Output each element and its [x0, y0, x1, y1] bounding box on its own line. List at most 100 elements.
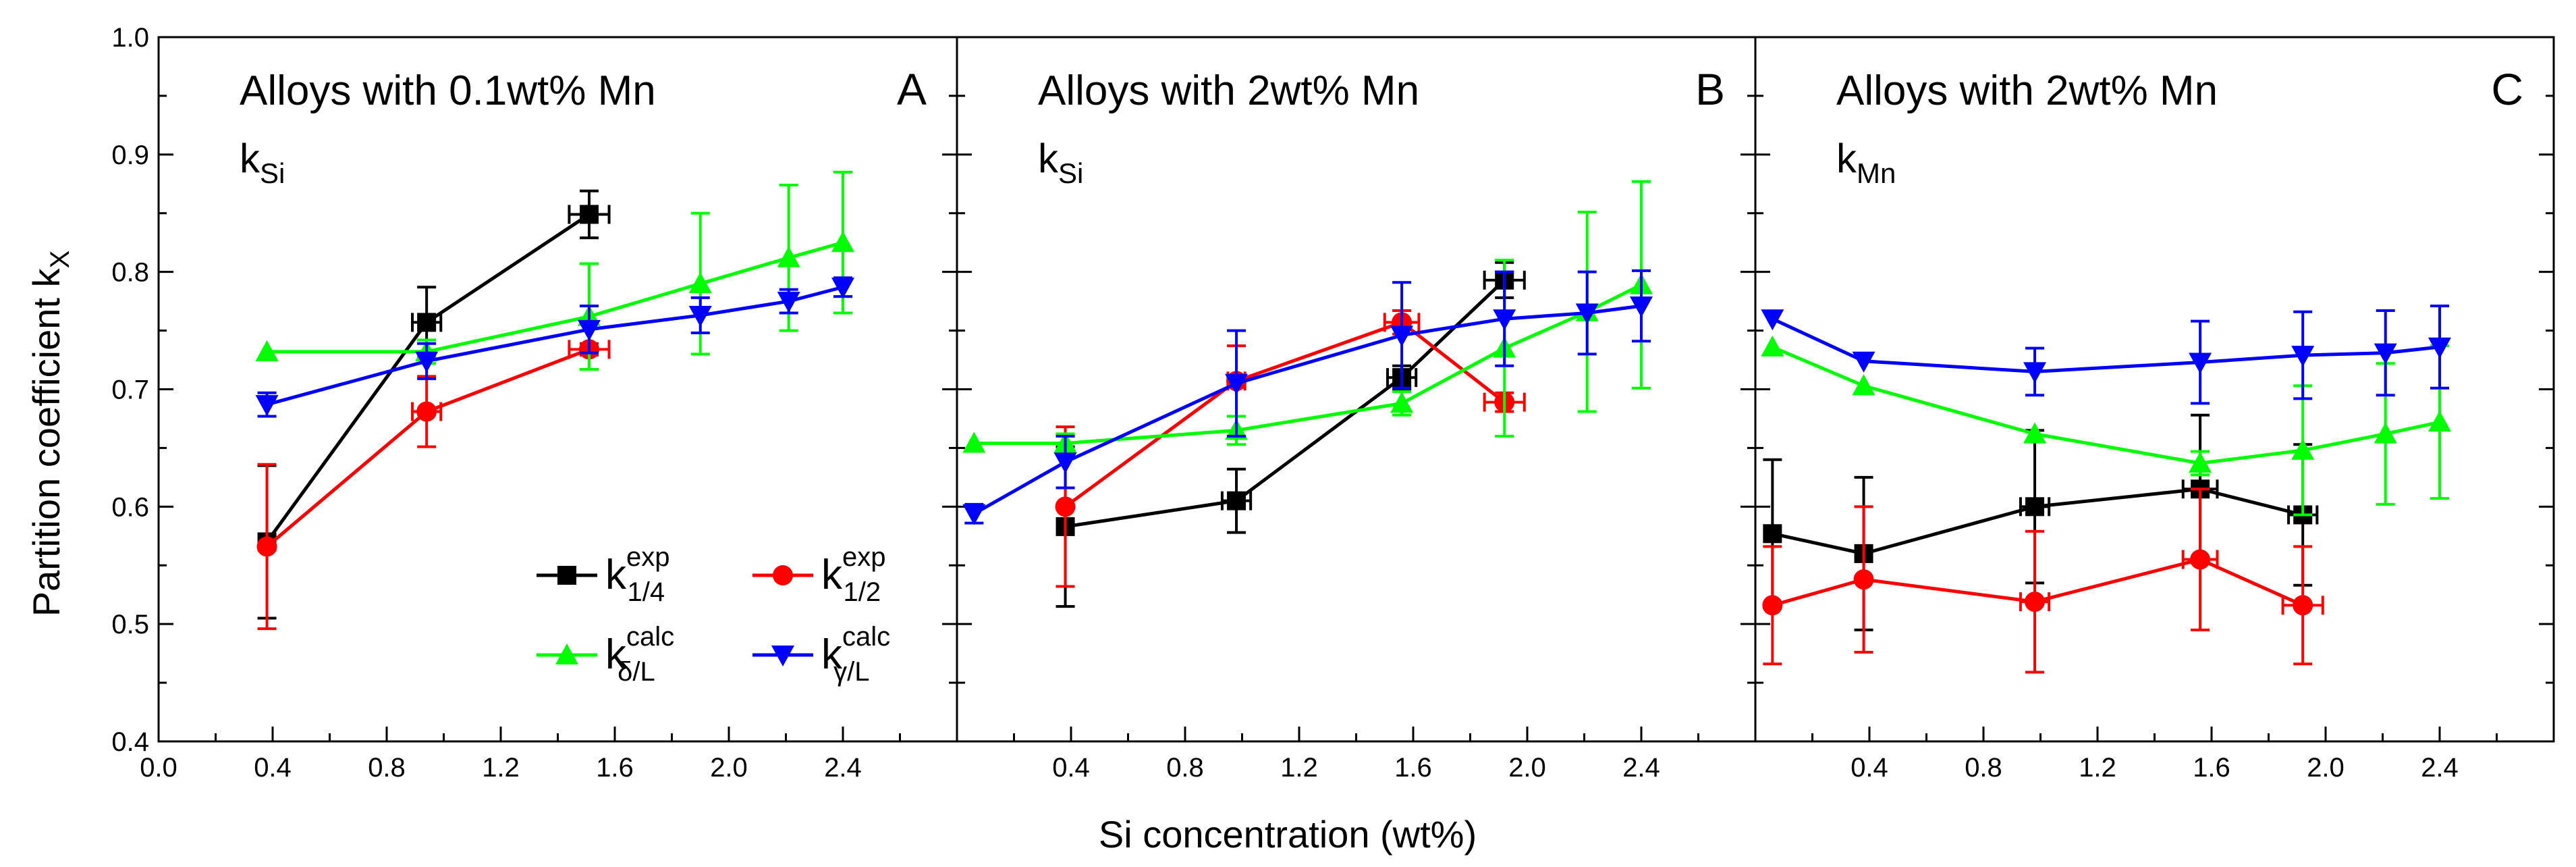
legend: kexp 1/4 kexp 1/2k calc δ/L kcalc γ/L	[537, 542, 890, 687]
series-k12exp	[1055, 309, 1526, 588]
data-point-kdLcalc	[2428, 411, 2451, 432]
y-tick-label: 0.6	[111, 492, 149, 522]
data-point-kgLcalc	[1493, 309, 1516, 331]
data-point-kgLcalc	[1761, 309, 1784, 331]
y-axis-label-main: Partition coefficient k	[25, 268, 67, 617]
panels-layer: 0.0 0.4 0.8 1.2 1.6 2.0 2.40.40.50.60.70.80.91…	[111, 23, 2555, 783]
x-tick-label: 1.6	[596, 753, 634, 783]
panel-k-sub: Mn	[1857, 157, 1896, 189]
y-tick-label: 0.7	[111, 375, 149, 405]
legend-label-sub: δ/L	[618, 657, 655, 687]
data-point-kgLcalc	[1390, 325, 1414, 347]
panel-a: 0.0 0.4 0.8 1.2 1.6 2.0 2.40.40.50.60.70.80.91…	[111, 23, 958, 783]
data-point-kgLcalc	[1630, 296, 1653, 318]
legend-marker-k12exp	[773, 565, 793, 585]
panel-title: Alloys with 0.1wt% Mn	[240, 68, 656, 114]
data-point-kgLcalc	[2023, 362, 2047, 384]
panel-k-sub: Si	[260, 157, 285, 189]
y-tick-label: 0.4	[111, 727, 149, 757]
x-tick-label: 2.0	[1508, 753, 1546, 783]
data-point-kgLcalc	[962, 504, 986, 525]
data-point-kgLcalc	[255, 395, 279, 417]
data-point-k12exp	[1055, 496, 1076, 517]
legend-label-sup: calc	[626, 622, 674, 652]
x-tick-label: 1.2	[482, 753, 520, 783]
data-point-k14exp	[1763, 524, 1782, 544]
panel-letter: B	[1695, 64, 1725, 114]
legend-marker-k14exp	[557, 566, 576, 585]
data-point-kgLcalc	[2374, 343, 2397, 365]
panel-k-base: k	[1836, 136, 1857, 181]
panel-k-base: k	[240, 136, 261, 181]
data-point-kdLcalc	[2189, 452, 2212, 473]
series-k12exp	[1762, 488, 2324, 674]
data-point-k12exp	[1853, 569, 1874, 590]
data-point-k14exp	[1227, 491, 1246, 510]
data-point-k12exp	[2293, 595, 2313, 616]
data-point-kgLcalc	[577, 319, 601, 341]
legend-label: kexp 1/4	[605, 542, 670, 607]
panel-title: Alloys with 2wt% Mn	[1038, 68, 1419, 114]
data-point-kgLcalc	[831, 278, 854, 299]
data-point-kdLcalc	[1390, 392, 1414, 413]
y-axis-label: Partition coefficient kX	[25, 251, 75, 616]
data-point-kdLcalc	[831, 231, 854, 253]
series-kdLcalc	[255, 170, 854, 371]
series-line-kgLcalc	[1772, 317, 2440, 373]
series-line-kgLcalc	[266, 285, 844, 406]
data-point-k14exp	[579, 205, 599, 224]
data-point-kgLcalc	[2428, 337, 2451, 359]
data-point-k12exp	[2190, 549, 2211, 570]
data-point-kgLcalc	[2291, 346, 2315, 367]
data-point-k12exp	[2025, 592, 2046, 612]
y-axis-label-sub: X	[45, 251, 75, 269]
data-point-kgLcalc	[777, 292, 800, 313]
x-tick-label: 1.2	[2079, 753, 2116, 783]
legend-label-sub: γ/L	[833, 657, 869, 687]
y-tick-label: 0.9	[111, 140, 149, 170]
legend-label: kcalc γ/L	[821, 622, 890, 687]
legend-entry-k14exp: kexp 1/4	[537, 542, 670, 607]
legend-entry-kgLcalc: kcalc γ/L	[752, 622, 890, 687]
panel-c: 0.4 0.8 1.2 1.6 2.0 2.4 Alloys with 2wt% Mn CkM…	[1754, 36, 2555, 783]
x-tick-label: 0.4	[254, 753, 292, 783]
data-point-kgLcalc	[1053, 452, 1077, 474]
panel-k-label: kMn	[1836, 136, 1896, 189]
legend-label: kexp 1/2	[821, 542, 886, 607]
legend-label-base: k	[821, 552, 843, 598]
data-point-kgLcalc	[1575, 303, 1599, 325]
data-point-kdLcalc	[2291, 438, 2315, 460]
series-line-k12exp	[1064, 320, 1506, 508]
data-point-kgLcalc	[688, 305, 712, 327]
x-tick-label: 1.6	[2193, 753, 2230, 783]
x-tick-label: 0.0	[140, 753, 177, 783]
data-point-kdLcalc	[2374, 422, 2397, 444]
x-axis-label: Si concentration (wt%)	[1099, 813, 1477, 856]
data-point-k12exp	[256, 536, 277, 557]
series-line-kdLcalc	[267, 240, 844, 354]
x-tick-label: 2.4	[1622, 753, 1660, 783]
data-point-kdLcalc	[1761, 335, 1784, 357]
series-kgLcalc	[1761, 305, 2451, 405]
data-point-kgLcalc	[1225, 373, 1249, 395]
legend-marker-kgLcalc	[771, 646, 794, 666]
series-kdLcalc	[1761, 335, 2451, 517]
legend-label-sup: exp	[626, 542, 670, 572]
data-point-kdLcalc	[962, 431, 986, 453]
y-tick-label: 0.5	[111, 610, 149, 639]
data-point-kgLcalc	[2189, 352, 2212, 374]
data-point-kdLcalc	[255, 340, 279, 361]
series-line-k14exp	[1065, 279, 1506, 529]
panel-letter: A	[897, 64, 927, 114]
data-point-kdLcalc	[688, 272, 712, 294]
data-point-kgLcalc	[415, 351, 439, 373]
data-point-k14exp	[417, 313, 437, 332]
legend-label-sup: exp	[842, 542, 886, 572]
x-tick-label: 0.4	[1052, 753, 1090, 783]
x-tick-label: 2.0	[2307, 753, 2345, 783]
panel-letter: C	[2491, 64, 2523, 114]
x-tick-label: 1.6	[1394, 753, 1432, 783]
panel-title: Alloys with 2wt% Mn	[1836, 68, 2218, 114]
data-point-k12exp	[416, 401, 437, 422]
